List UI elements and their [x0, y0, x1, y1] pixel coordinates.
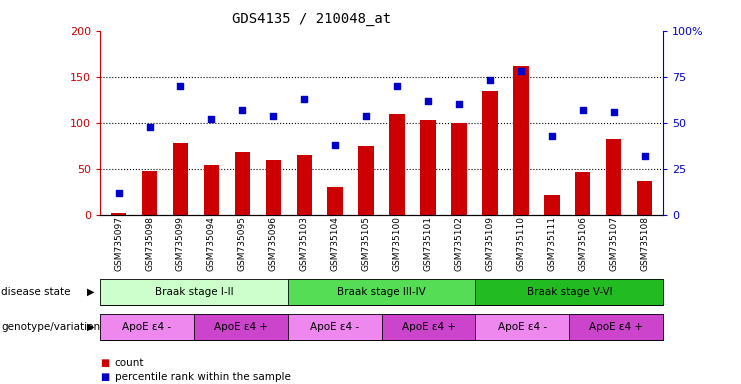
Bar [544, 195, 559, 215]
Text: percentile rank within the sample: percentile rank within the sample [115, 372, 290, 382]
Bar [235, 152, 250, 215]
Bar [142, 171, 157, 215]
Point [113, 190, 124, 196]
Text: ApoE ε4 -: ApoE ε4 - [122, 322, 171, 332]
Text: GSM735100: GSM735100 [393, 216, 402, 271]
Text: ApoE ε4 -: ApoE ε4 - [310, 322, 359, 332]
Point [639, 153, 651, 159]
Point [268, 113, 279, 119]
Point [329, 142, 341, 148]
Text: GSM735099: GSM735099 [176, 216, 185, 271]
Text: GSM735095: GSM735095 [238, 216, 247, 271]
Point [175, 83, 187, 89]
Bar [173, 143, 188, 215]
Text: ApoE ε4 +: ApoE ε4 + [402, 322, 456, 332]
Text: GDS4135 / 210048_at: GDS4135 / 210048_at [232, 12, 391, 25]
Text: GSM735103: GSM735103 [300, 216, 309, 271]
Text: ■: ■ [100, 358, 109, 368]
Point [453, 101, 465, 108]
Text: GSM735097: GSM735097 [114, 216, 123, 271]
Bar [476, 314, 569, 340]
Bar [389, 114, 405, 215]
Bar [328, 187, 343, 215]
Text: ApoE ε4 +: ApoE ε4 + [589, 322, 643, 332]
Bar [204, 165, 219, 215]
Text: GSM735101: GSM735101 [424, 216, 433, 271]
Text: GSM735108: GSM735108 [640, 216, 649, 271]
Bar [569, 314, 663, 340]
Bar [265, 160, 281, 215]
Point [299, 96, 310, 102]
Bar [359, 146, 374, 215]
Text: GSM735107: GSM735107 [609, 216, 618, 271]
Bar [100, 279, 288, 305]
Text: ApoE ε4 -: ApoE ε4 - [498, 322, 547, 332]
Text: GSM735094: GSM735094 [207, 216, 216, 271]
Text: ▶: ▶ [87, 322, 95, 332]
Point [236, 107, 248, 113]
Point [144, 124, 156, 130]
Bar [451, 123, 467, 215]
Text: GSM735111: GSM735111 [548, 216, 556, 271]
Point [205, 116, 217, 122]
Text: ■: ■ [100, 372, 109, 382]
Text: GSM735109: GSM735109 [485, 216, 494, 271]
Point [360, 113, 372, 119]
Bar [111, 213, 126, 215]
Text: genotype/variation: genotype/variation [1, 322, 101, 332]
Point [422, 98, 434, 104]
Point [576, 107, 588, 113]
Bar [194, 314, 288, 340]
Point [608, 109, 619, 115]
Text: GSM735110: GSM735110 [516, 216, 525, 271]
Text: GSM735102: GSM735102 [454, 216, 463, 271]
Text: Braak stage V-VI: Braak stage V-VI [527, 287, 612, 297]
Bar [288, 314, 382, 340]
Text: GSM735096: GSM735096 [269, 216, 278, 271]
Bar [382, 314, 476, 340]
Point [484, 78, 496, 84]
Bar [100, 314, 194, 340]
Bar [288, 279, 476, 305]
Text: GSM735104: GSM735104 [330, 216, 339, 271]
Text: count: count [115, 358, 144, 368]
Text: Braak stage I-II: Braak stage I-II [155, 287, 233, 297]
Bar [513, 66, 528, 215]
Point [391, 83, 403, 89]
Bar [420, 120, 436, 215]
Text: ▶: ▶ [87, 287, 95, 297]
Point [546, 133, 558, 139]
Text: GSM735105: GSM735105 [362, 216, 370, 271]
Bar [476, 279, 663, 305]
Text: disease state: disease state [1, 287, 71, 297]
Text: ApoE ε4 +: ApoE ε4 + [214, 322, 268, 332]
Text: Braak stage III-IV: Braak stage III-IV [337, 287, 426, 297]
Bar [575, 172, 591, 215]
Bar [296, 155, 312, 215]
Bar [637, 181, 652, 215]
Text: GSM735098: GSM735098 [145, 216, 154, 271]
Bar [482, 91, 498, 215]
Bar [606, 139, 622, 215]
Text: GSM735106: GSM735106 [578, 216, 588, 271]
Point [515, 68, 527, 74]
